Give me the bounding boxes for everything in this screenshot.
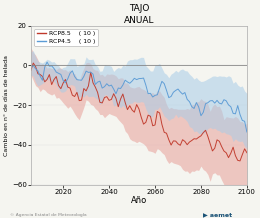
- Title: TAJO
ANUAL: TAJO ANUAL: [124, 4, 154, 25]
- X-axis label: Año: Año: [131, 196, 147, 205]
- Text: © Agencia Estatal de Meteorología: © Agencia Estatal de Meteorología: [10, 213, 87, 217]
- Text: ▶ aemet: ▶ aemet: [203, 212, 232, 217]
- Y-axis label: Cambio en n° de días de helada: Cambio en n° de días de helada: [4, 55, 9, 156]
- Legend: RCP8.5    ( 10 ), RCP4.5    ( 10 ): RCP8.5 ( 10 ), RCP4.5 ( 10 ): [34, 29, 98, 46]
